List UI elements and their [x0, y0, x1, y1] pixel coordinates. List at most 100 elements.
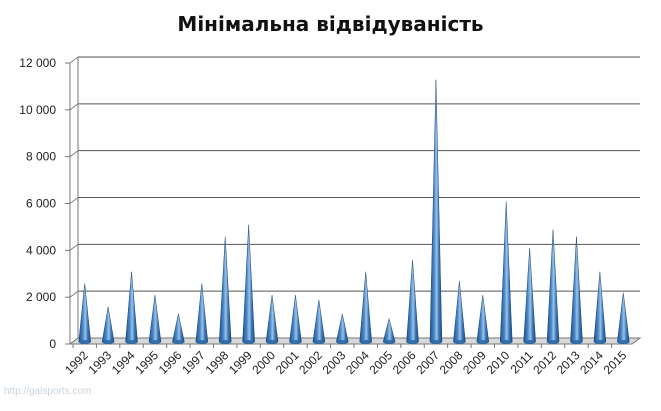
bar-base — [172, 340, 185, 344]
bar-base — [429, 340, 442, 344]
bar-cone — [617, 292, 630, 344]
x-tick-label: 1993 — [85, 348, 114, 377]
bar-cone — [382, 318, 396, 344]
gridline-depth — [69, 56, 79, 64]
bar-cone — [359, 271, 372, 344]
x-tick-label: 2005 — [366, 348, 395, 377]
bar-base — [383, 340, 396, 344]
bar — [476, 295, 490, 344]
bar-base — [336, 340, 349, 344]
bar — [78, 283, 91, 344]
y-tick-label: 12 000 — [19, 56, 56, 70]
gridline-depth — [69, 150, 79, 158]
x-tick-label: 1998 — [203, 348, 232, 377]
y-tick-label: 0 — [49, 337, 56, 351]
y-tick-label: 8 000 — [26, 150, 56, 164]
x-tick-label: 2011 — [508, 348, 536, 376]
gridline-depth — [69, 290, 79, 298]
bar-cone — [453, 281, 466, 344]
x-tick-label: 2002 — [296, 348, 325, 377]
bar-cone — [148, 295, 162, 344]
bar-cone — [265, 295, 279, 344]
watermark: http://galsports.com — [4, 386, 92, 397]
y-tick-label: 6 000 — [26, 197, 56, 211]
bar-base — [242, 340, 255, 344]
x-tick-label: 2010 — [484, 348, 513, 377]
bar-cone — [172, 313, 185, 344]
x-tick-label: 2013 — [554, 348, 583, 377]
chart-title: Мінімальна відвідуваність — [177, 12, 484, 36]
bar — [289, 295, 302, 344]
bar-cone — [78, 283, 91, 344]
bar-base — [195, 340, 208, 344]
y-tick-label: 4 000 — [26, 243, 56, 257]
bar — [523, 248, 536, 344]
bar-base — [453, 340, 466, 344]
bar — [570, 236, 583, 344]
bar-cone — [101, 306, 115, 344]
bar — [617, 292, 630, 344]
bar-base — [102, 340, 115, 344]
bar — [125, 271, 138, 344]
bar-base — [617, 340, 630, 344]
x-tick-label: 2001 — [273, 348, 302, 377]
bar-cone — [429, 79, 443, 344]
bar-base — [593, 340, 606, 344]
x-tick-label: 2004 — [343, 348, 372, 377]
x-tick-label: 2015 — [601, 348, 630, 377]
bar-cone — [242, 224, 255, 344]
x-tick-label: 2008 — [437, 348, 466, 377]
x-tick-label: 1997 — [179, 348, 208, 377]
bar-base — [570, 340, 583, 344]
bar — [382, 318, 396, 344]
x-tick-label: 1996 — [156, 348, 185, 377]
x-tick-label: 2003 — [320, 348, 349, 377]
bar-base — [406, 340, 419, 344]
bar — [453, 281, 466, 344]
bar-cone — [336, 313, 349, 344]
bar — [218, 236, 232, 344]
bar — [546, 229, 560, 344]
bar-base — [289, 340, 302, 344]
x-tick-label: 1999 — [226, 348, 255, 377]
bar — [336, 313, 349, 344]
bar-base — [500, 340, 513, 344]
bar-base — [359, 340, 372, 344]
bar — [406, 260, 419, 344]
x-tick-label: 2007 — [413, 348, 442, 377]
bar-base — [547, 340, 560, 344]
bar-cone — [312, 299, 326, 344]
x-tick-label: 1994 — [109, 348, 138, 377]
x-tick-label: 1995 — [132, 348, 161, 377]
gridline-depth — [69, 243, 79, 251]
bar-cone — [125, 271, 138, 344]
gridline-depth — [69, 197, 79, 204]
bar-base — [148, 340, 161, 344]
bar — [499, 201, 513, 344]
x-tick-label: 2014 — [577, 348, 606, 377]
y-tick-label: 2 000 — [26, 290, 56, 304]
chart-floor — [68, 337, 642, 345]
bar — [242, 224, 255, 344]
bar-cone — [218, 236, 232, 344]
bar — [265, 295, 279, 344]
bar-cone — [570, 236, 583, 344]
bar-base — [476, 340, 489, 344]
bar-base — [125, 340, 138, 344]
bar-cone — [195, 283, 209, 344]
y-tick-label: 10 000 — [19, 103, 56, 117]
bar-base — [266, 340, 279, 344]
bar-cone — [476, 295, 490, 344]
bar — [593, 271, 607, 344]
bar-cone — [289, 295, 302, 344]
bar-cone — [406, 260, 419, 344]
bar — [195, 283, 209, 344]
bar — [429, 79, 443, 344]
x-tick-label: 2006 — [390, 348, 419, 377]
bar-cone — [499, 201, 513, 344]
bar — [148, 295, 162, 344]
bar — [101, 306, 115, 344]
bar-base — [219, 340, 232, 344]
bar-cone — [593, 271, 607, 344]
